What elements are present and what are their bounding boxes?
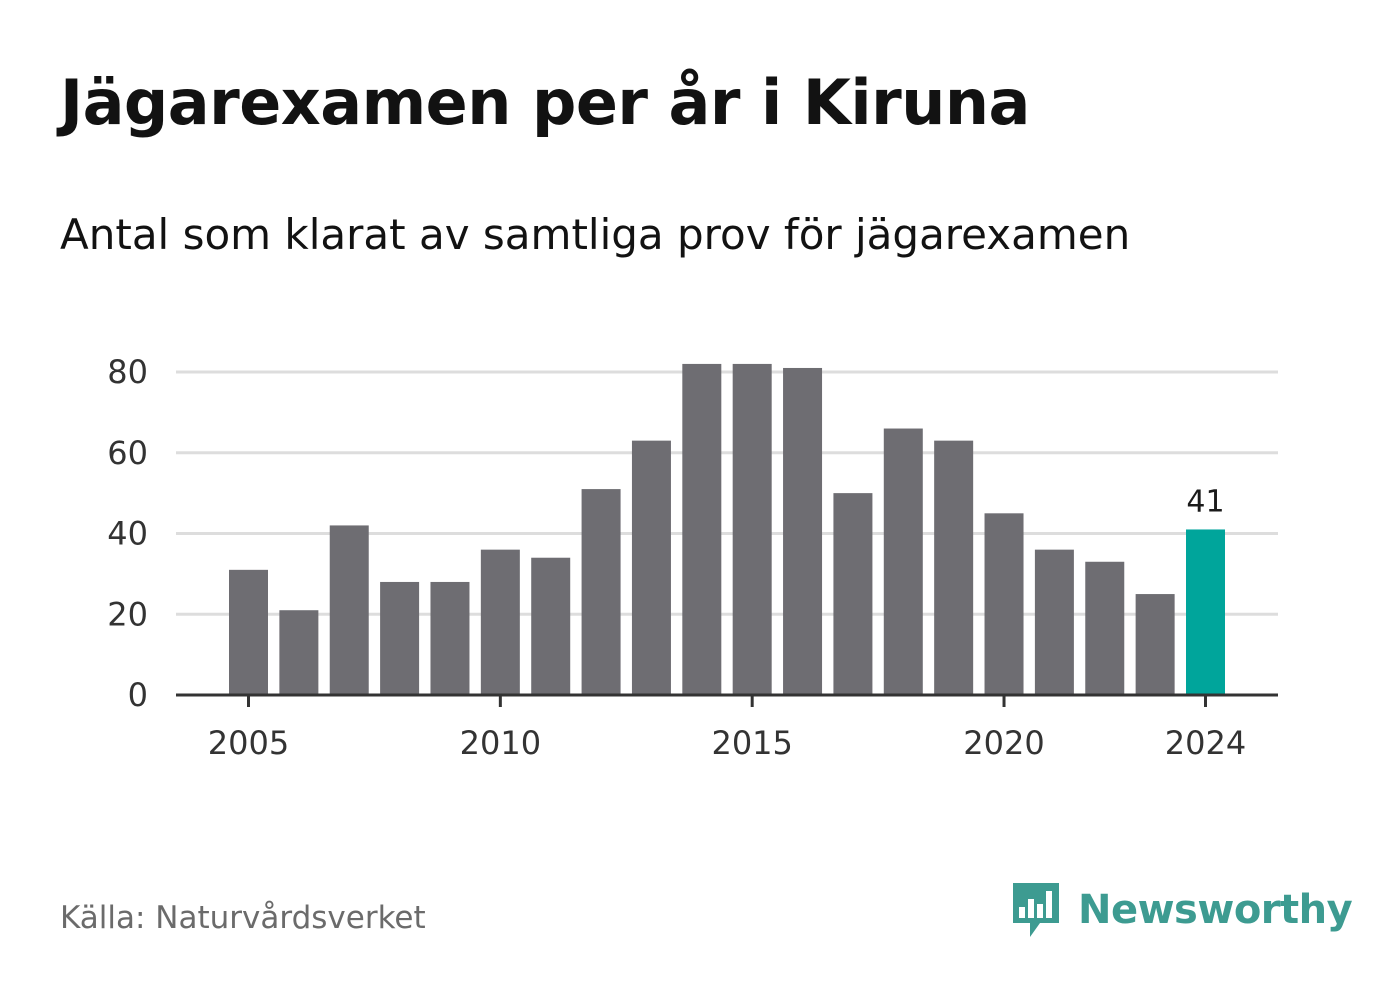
- bar-2014: [682, 363, 722, 695]
- x-tick-label-2005: 2005: [208, 724, 289, 762]
- x-tick-label-2024: 2024: [1165, 724, 1246, 762]
- data-label-2024: 41: [1186, 484, 1224, 519]
- x-tick-label-2010: 2010: [460, 724, 541, 762]
- y-tick-label-40: 40: [107, 515, 148, 553]
- y-tick-label-60: 60: [107, 434, 148, 472]
- bar-2023: [1135, 594, 1175, 695]
- bar-2009: [430, 581, 470, 695]
- brand-name: Newsworthy: [1078, 887, 1353, 933]
- bar-2005: [229, 569, 268, 695]
- bar-2008: [380, 581, 420, 695]
- bar-2021: [1034, 549, 1074, 695]
- bar-2019: [934, 440, 974, 695]
- bar-2010: [480, 549, 520, 695]
- brand-logo: Newsworthy: [1010, 878, 1353, 942]
- bar-2012: [581, 489, 621, 695]
- chart-subtitle: Antal som klarat av samtliga prov för jä…: [60, 210, 1131, 259]
- source-note: Källa: Naturvårdsverket: [60, 900, 426, 936]
- bar-2022: [1085, 561, 1125, 695]
- bar-chart: 0 20 40 60 80 2005 2010 2015 2020 2024 41: [107, 353, 1278, 762]
- y-tick-label-20: 20: [107, 595, 148, 633]
- bar-2013: [631, 440, 671, 695]
- y-tick-label-80: 80: [107, 353, 148, 391]
- bar-2016: [783, 367, 823, 695]
- bar-chart-speech-bubble-icon: [1013, 883, 1059, 937]
- y-tick-label-0: 0: [128, 676, 148, 714]
- bar-2015: [732, 363, 772, 695]
- bars: [229, 363, 1225, 695]
- bar-2017: [833, 493, 873, 695]
- x-tick-label-2015: 2015: [711, 724, 792, 762]
- chart-title: Jägarexamen per år i Kiruna: [60, 66, 1030, 139]
- bar-2006: [279, 610, 319, 695]
- bar-2020: [984, 513, 1024, 695]
- bar-2018: [883, 428, 923, 695]
- x-axis: [176, 693, 1278, 707]
- bar-2024: [1186, 529, 1225, 695]
- labels: 0 20 40 60 80 2005 2010 2015 2020 2024 41: [107, 353, 1246, 762]
- bar-2007: [329, 525, 369, 695]
- bar-2011: [531, 557, 571, 695]
- x-tick-label-2020: 2020: [963, 724, 1044, 762]
